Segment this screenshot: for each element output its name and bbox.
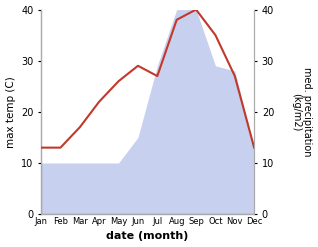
X-axis label: date (month): date (month) bbox=[107, 231, 189, 242]
Y-axis label: med. precipitation
(kg/m2): med. precipitation (kg/m2) bbox=[291, 67, 313, 157]
Y-axis label: max temp (C): max temp (C) bbox=[5, 76, 16, 148]
